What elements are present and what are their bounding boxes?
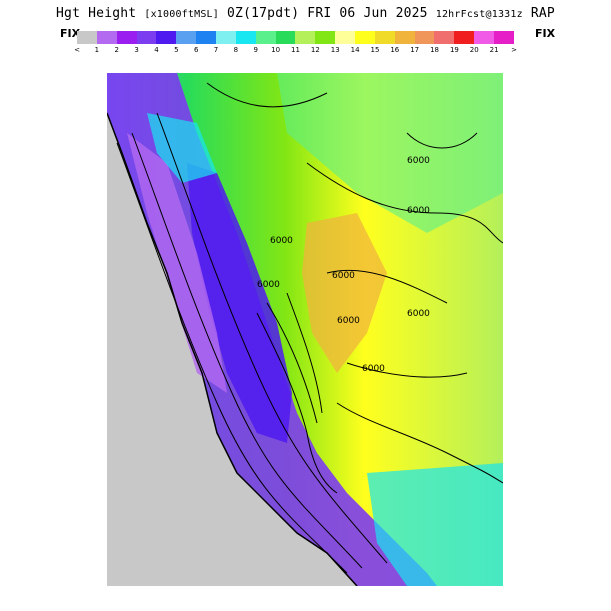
color-swatch <box>394 31 415 44</box>
color-swatch <box>335 31 356 44</box>
contour-label: 6000 <box>337 316 360 326</box>
title-model: RAP <box>530 6 555 21</box>
color-swatch <box>315 31 336 44</box>
contour-label: 6000 <box>257 280 280 290</box>
color-scale-tick: 20 <box>469 46 479 54</box>
color-scale-tick: 12 <box>310 46 320 54</box>
contour-label: 6000 <box>270 236 293 246</box>
color-swatch <box>434 31 455 44</box>
color-scale-tick: 6 <box>193 46 199 54</box>
contour-lines <box>116 82 503 574</box>
northwest-cyan <box>147 113 217 183</box>
color-swatch <box>355 31 375 44</box>
color-scale-tick: 2 <box>114 46 119 54</box>
color-scale-tick: 10 <box>271 46 281 54</box>
sierra-highlands <box>302 213 387 373</box>
map-svg: 6000 6000 6000 6000 6000 6000 6000 6000 <box>107 73 503 586</box>
color-swatch <box>96 31 117 44</box>
color-scale-tick: 9 <box>253 46 258 54</box>
contour-label: 6000 <box>362 364 385 374</box>
color-swatch <box>176 31 197 44</box>
contour-label: 6000 <box>407 156 430 166</box>
color-scale-bar <box>77 31 514 44</box>
color-scale-tick: 3 <box>134 46 139 54</box>
color-scale-tick: 5 <box>174 46 179 54</box>
color-scale-tick: 13 <box>330 46 340 54</box>
coast-ranges <box>127 133 227 393</box>
chart-title: Hgt Height [x1000ftMSL] 0Z(17pdt) FRI 06… <box>0 6 611 21</box>
color-scale-tick: < <box>74 46 80 54</box>
color-swatch <box>374 31 395 44</box>
color-scale-tick: 7 <box>213 46 219 54</box>
color-swatch <box>196 31 217 44</box>
color-scale-tick: 14 <box>350 46 360 54</box>
coastline <box>107 112 358 586</box>
height-map: 6000 6000 6000 6000 6000 6000 6000 6000 <box>107 73 503 586</box>
color-scale-tick: 1 <box>94 46 100 54</box>
contour-label: 6000 <box>407 206 430 216</box>
color-scale-ticks: <1 2 3 4 5 6 7 8 9 10 11 12 13 14 15 16 17 18 19 20 21 > <box>70 46 522 56</box>
color-scale-tick: 16 <box>390 46 400 54</box>
color-swatch <box>474 31 495 44</box>
color-scale-tick: 17 <box>410 46 420 54</box>
color-swatch <box>216 31 236 44</box>
color-swatch <box>494 31 514 44</box>
color-scale-tick: 8 <box>233 46 239 54</box>
contour-label: 6000 <box>407 309 430 319</box>
title-fcst: 12hrFcst@1331z <box>435 9 523 20</box>
title-main: Hgt Height <box>56 6 137 21</box>
color-swatch <box>136 31 157 44</box>
title-run: 0Z(17pdt) FRI 06 Jun 2025 <box>227 6 428 21</box>
southeast-cyan <box>367 463 503 586</box>
color-swatch <box>235 31 256 44</box>
color-swatch <box>116 31 137 44</box>
color-scale-tick: 21 <box>489 46 499 54</box>
color-scale-tick: 11 <box>291 46 300 54</box>
color-scale-tick: > <box>511 46 517 54</box>
color-swatch <box>454 31 475 44</box>
contour-label: 6000 <box>332 271 355 281</box>
fix-label-right: FIX <box>535 27 556 40</box>
fix-label-left: FIX <box>60 27 81 40</box>
color-swatch <box>156 31 177 44</box>
color-swatch <box>295 31 316 44</box>
color-scale-tick: 15 <box>370 46 380 54</box>
color-swatch <box>255 31 276 44</box>
color-scale-tick: 19 <box>449 46 459 54</box>
color-swatch <box>275 31 296 44</box>
title-units: [x1000ftMSL] <box>144 9 219 20</box>
map-contour-labels: 6000 6000 6000 6000 6000 6000 6000 6000 <box>257 156 430 374</box>
color-swatch <box>414 31 435 44</box>
color-scale-tick: 18 <box>430 46 439 54</box>
central-valley <box>187 163 292 443</box>
northeast-green <box>277 73 503 233</box>
color-scale-tick: 4 <box>154 46 159 54</box>
color-swatch <box>77 31 97 44</box>
